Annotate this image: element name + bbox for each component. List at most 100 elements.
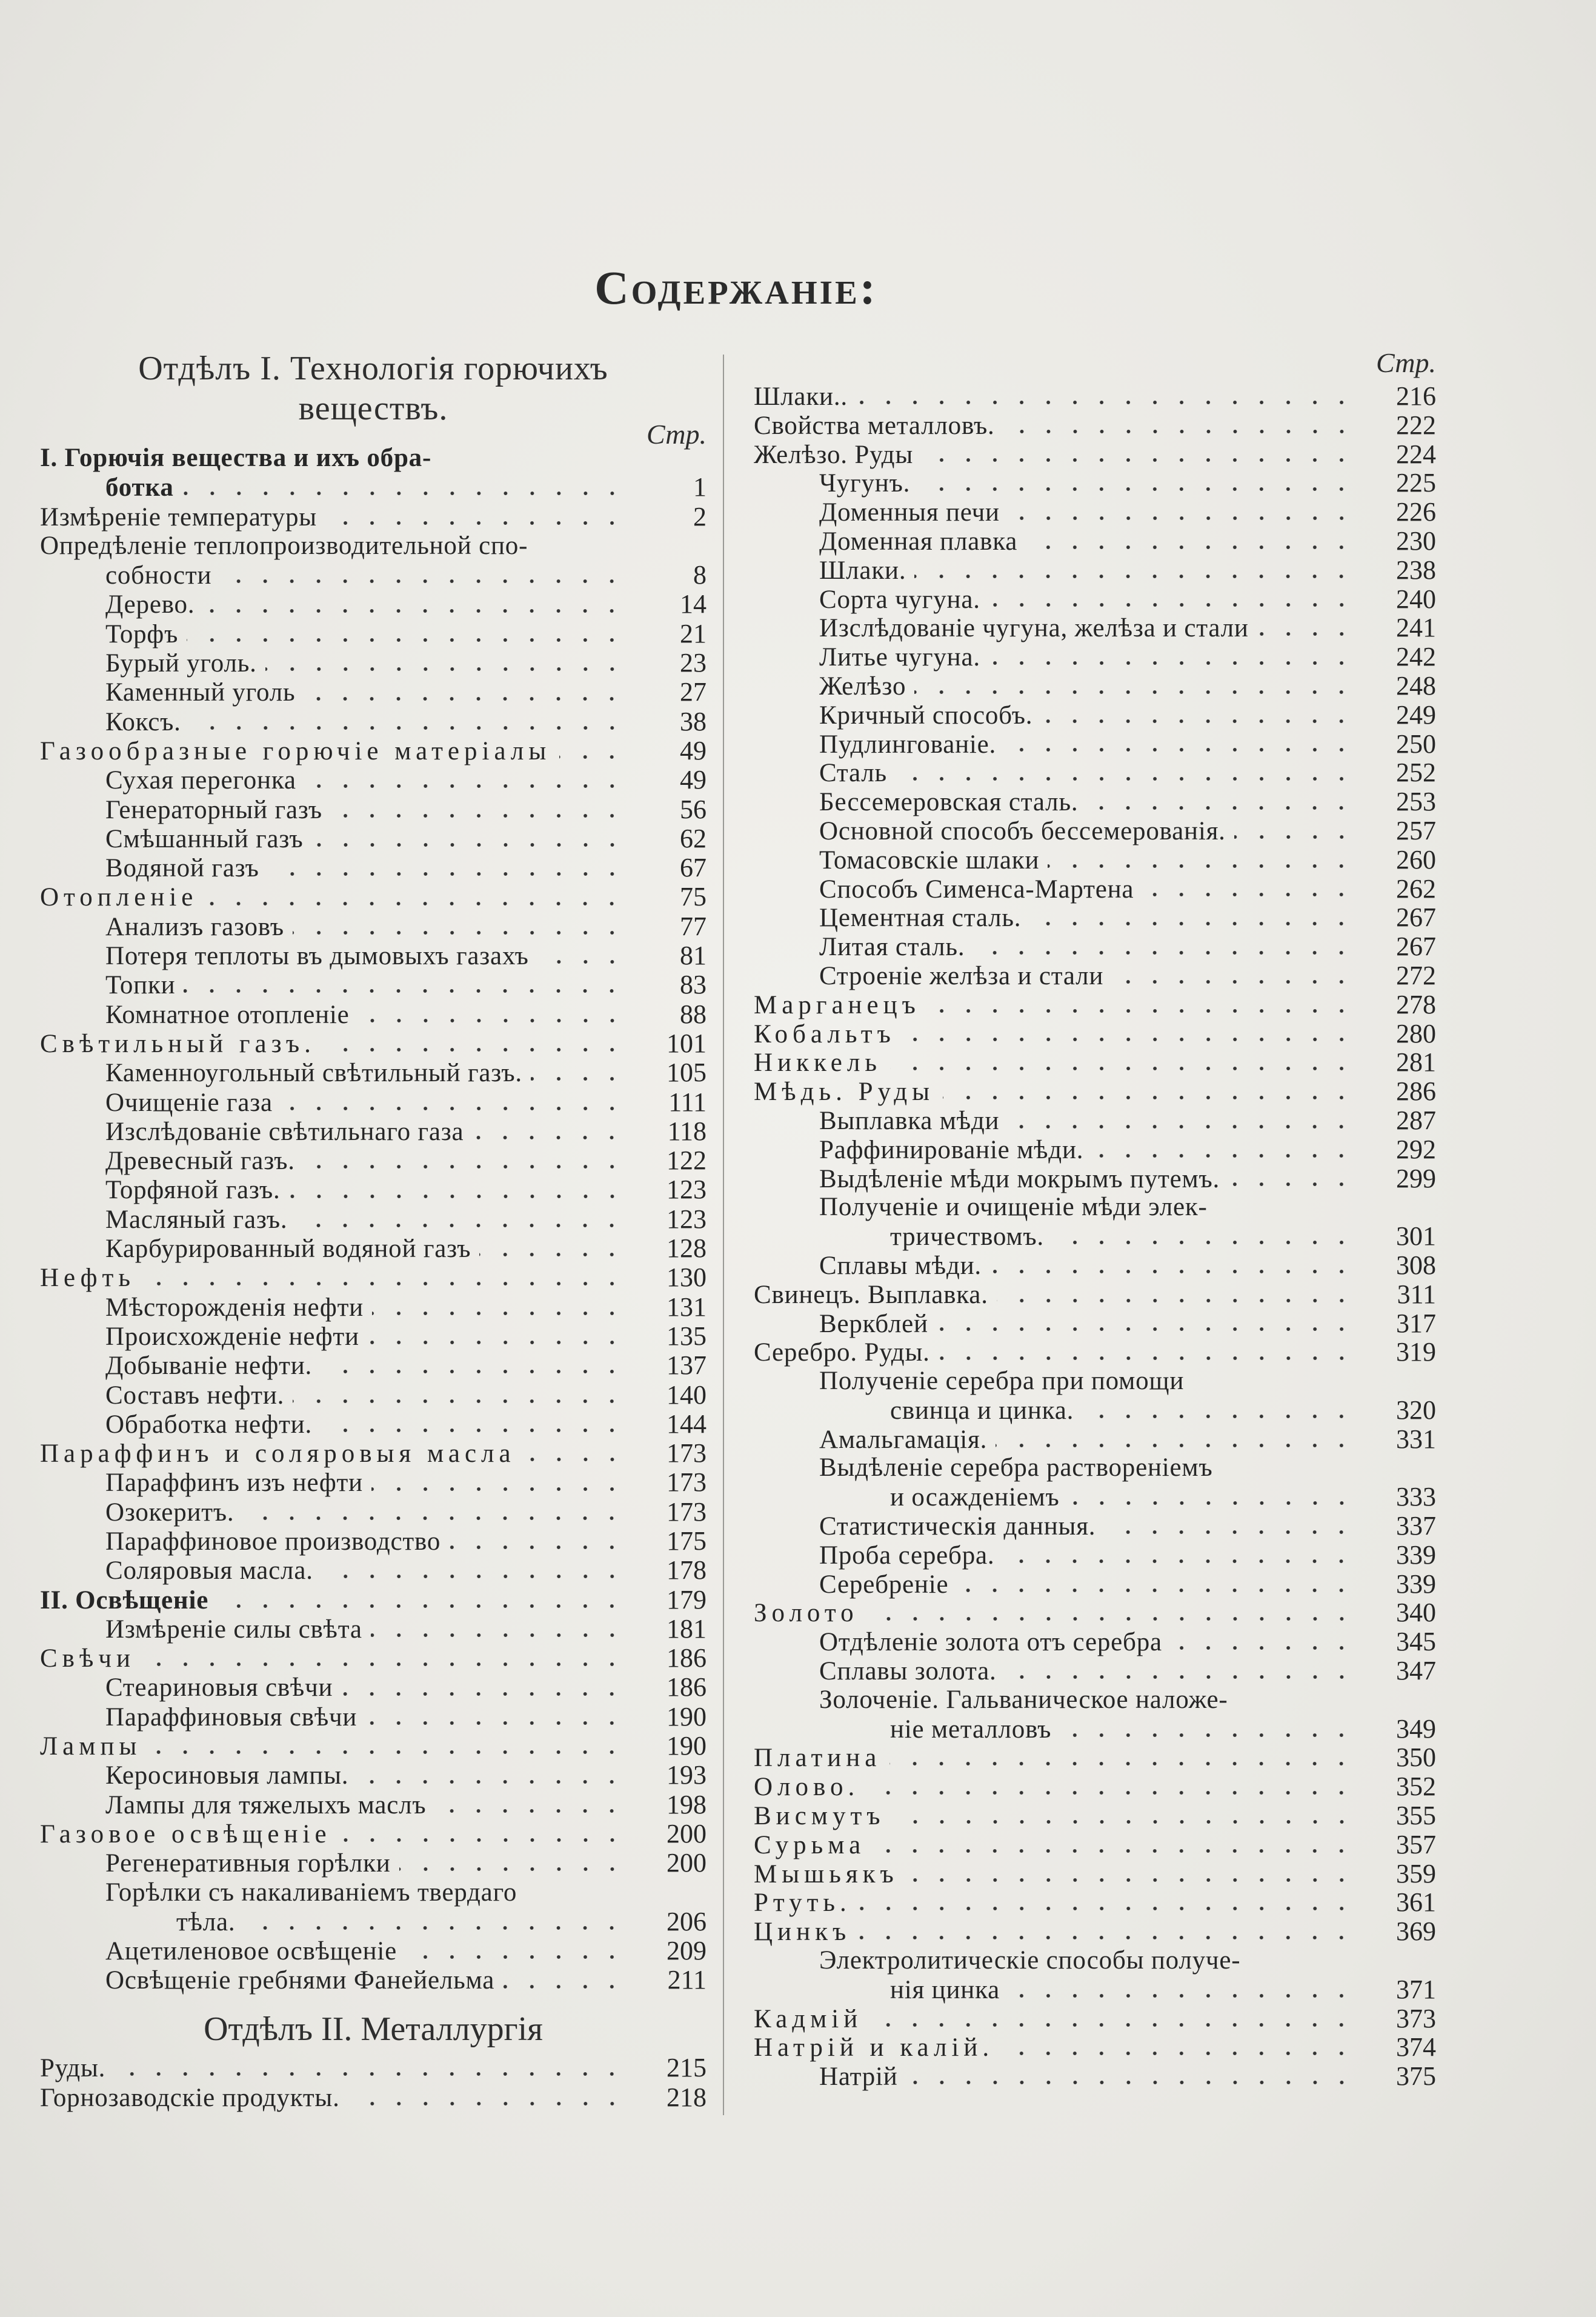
dot-leader	[472, 1133, 625, 1141]
toc-entry: Коксъ. 38	[40, 707, 707, 736]
toc-entry: II. Освѣщеніе 179	[40, 1585, 707, 1615]
toc-page-number: 218	[667, 2082, 707, 2112]
toc-entry-line: Измѣреніе температуры 2	[40, 502, 707, 532]
toc-entry-title: Желѣзо. Руды	[754, 440, 914, 469]
toc-page-number: 267	[1396, 902, 1436, 933]
toc-entry-line: Свѣтильный газъ. 101	[40, 1028, 707, 1058]
toc-entry-title: Раффинированіе мѣди.	[819, 1135, 1084, 1164]
toc-entry-title: Параффинъ и соляровыя масла	[40, 1439, 516, 1469]
toc-entry: Мѣсторожденія нефти 131	[40, 1292, 707, 1322]
toc-entry-title: Томасовскіе шлаки	[819, 845, 1040, 875]
toc-entry: Освѣщеніе гребнями Фанейельма 211	[40, 1965, 707, 1995]
toc-entry-title: Статистическія данныя.	[819, 1512, 1096, 1541]
toc-entry-line: Строеніе желѣза и стали 272	[754, 961, 1436, 990]
toc-page-number: 173	[667, 1496, 707, 1527]
toc-entry: Основной способъ бессемерованія. 257	[754, 816, 1436, 845]
toc-entry-title: Ртуть.	[754, 1889, 851, 1918]
toc-entry: Кобальтъ 280	[754, 1019, 1436, 1048]
toc-entry-line: Олово. 352	[754, 1772, 1436, 1801]
toc-page-number: 21	[680, 618, 707, 648]
toc-entry-title: I. Горючія вещества и ихъ обра-	[40, 444, 432, 472]
toc-entry: Шлаки. 238	[754, 555, 1436, 584]
toc-entry: Топки 83	[40, 970, 707, 1000]
toc-entry-title: Марганецъ	[754, 990, 920, 1019]
toc-entry: Анализъ газовъ 77	[40, 912, 707, 941]
toc-entry-title: Керосиновыя лампы.	[105, 1761, 349, 1790]
toc-entry-title: Олово.	[754, 1773, 860, 1802]
toc-entry: Комнатное отопленіе 88	[40, 999, 707, 1029]
dot-leader	[357, 1016, 625, 1024]
page-column-header: Стр.	[646, 419, 707, 450]
toc-entry-line: нія цинка 371	[754, 1975, 1436, 2004]
dot-leader	[182, 490, 625, 498]
toc-entry: Серебреніе 339	[754, 1569, 1436, 1598]
toc-page-number: 311	[1397, 1279, 1436, 1309]
dot-leader	[187, 636, 625, 644]
dot-leader	[989, 1267, 1355, 1275]
toc-entry: Натрій 375	[754, 2062, 1436, 2091]
dot-leader	[871, 2021, 1355, 2029]
toc-entry-line: Каменноугольный свѣтильный газъ. 105	[40, 1058, 707, 1087]
toc-page-number: 173	[667, 1467, 707, 1498]
toc-entry: Измѣреніе температуры 2	[40, 502, 707, 532]
toc-entry-line: Висмутъ 355	[754, 1801, 1436, 1830]
toc-page-number: 299	[1396, 1163, 1436, 1193]
toc-entry-line: Параффиновое производство 175	[40, 1526, 707, 1556]
toc-entry: Параффиновое производство 175	[40, 1526, 707, 1556]
toc-entry: Каменноугольный свѣтильный газъ. 105	[40, 1058, 707, 1087]
toc-page-number: 2	[693, 501, 707, 532]
toc-page-number: 181	[667, 1613, 707, 1644]
toc-entry-title: Коксъ.	[105, 707, 181, 736]
toc-page-number: 222	[1396, 410, 1436, 440]
toc-entry-line: Каменный уголь 27	[40, 678, 707, 707]
toc-page-number: 260	[1396, 844, 1436, 875]
dot-leader	[914, 688, 1355, 696]
toc-entry-line: Выдѣленіе серебра раствореніемъ	[754, 1453, 1436, 1482]
toc-entry-line: Литая сталь. 267	[754, 932, 1436, 961]
toc-entry: Водяной газъ 67	[40, 853, 707, 882]
toc-entry-title-continued: собности	[105, 561, 212, 590]
dot-leader	[1068, 1499, 1355, 1507]
dot-leader	[874, 1847, 1355, 1855]
dot-leader	[859, 1934, 1355, 1942]
toc-page-number: 281	[1396, 1047, 1436, 1078]
dot-leader	[220, 578, 625, 585]
dot-leader	[1002, 2050, 1355, 2058]
toc-entry-line: Выдѣленіе мѣди мокрымъ путемъ. 299	[754, 1164, 1436, 1193]
toc-page-number: 272	[1396, 960, 1436, 990]
toc-page-number: 215	[667, 2053, 707, 2083]
dot-leader	[267, 870, 625, 878]
dot-leader	[914, 572, 1355, 580]
toc-entry-title-continued: свинца и цинка.	[890, 1396, 1074, 1425]
dot-leader	[303, 1163, 625, 1171]
toc-entry-title: Ацетиленовое освѣщеніе	[105, 1937, 397, 1966]
toc-entry-title: Свѣтильный газъ.	[40, 1029, 316, 1058]
toc-entry-title: Карбурированный водяной газъ	[105, 1235, 471, 1264]
toc-entry-title: Торфъ	[105, 619, 179, 648]
toc-entry: Добываніе нефти. 137	[40, 1350, 707, 1380]
toc-entry: Кадмій 373	[754, 2004, 1436, 2033]
dot-leader	[1052, 1239, 1355, 1246]
dot-leader	[996, 1296, 1355, 1304]
toc-entry-line: Древесный газъ. 122	[40, 1145, 707, 1175]
toc-entry-title: Газообразные горючіе матеріалы	[40, 736, 551, 765]
toc-entry: Свѣчи 186	[40, 1643, 707, 1673]
dot-leader	[524, 1456, 625, 1464]
toc-entry-title: Очищеніе газа	[105, 1088, 273, 1117]
dot-leader	[184, 987, 625, 995]
dot-leader	[893, 1818, 1355, 1825]
toc-entry-line: Веркблей 317	[754, 1309, 1436, 1338]
toc-entry-line: Чугунъ. 225	[754, 468, 1436, 498]
toc-page-number: 190	[667, 1701, 707, 1732]
dot-leader	[296, 1221, 625, 1229]
toc-entry: Параффинъ изъ нефти 173	[40, 1467, 707, 1498]
toc-entry-line: Натрій 375	[754, 2062, 1436, 2091]
dot-leader	[203, 607, 625, 615]
toc-entry-line: Серебреніе 339	[754, 1569, 1436, 1598]
toc-entry-title: Литая сталь.	[819, 933, 965, 962]
toc-entry: Каменный уголь 27	[40, 678, 707, 707]
dot-leader	[936, 1325, 1355, 1333]
toc-entry-title: Пудлингованіе.	[819, 730, 997, 759]
toc-entry: Происхожденіе нефти 135	[40, 1321, 707, 1351]
dot-leader	[895, 775, 1355, 783]
